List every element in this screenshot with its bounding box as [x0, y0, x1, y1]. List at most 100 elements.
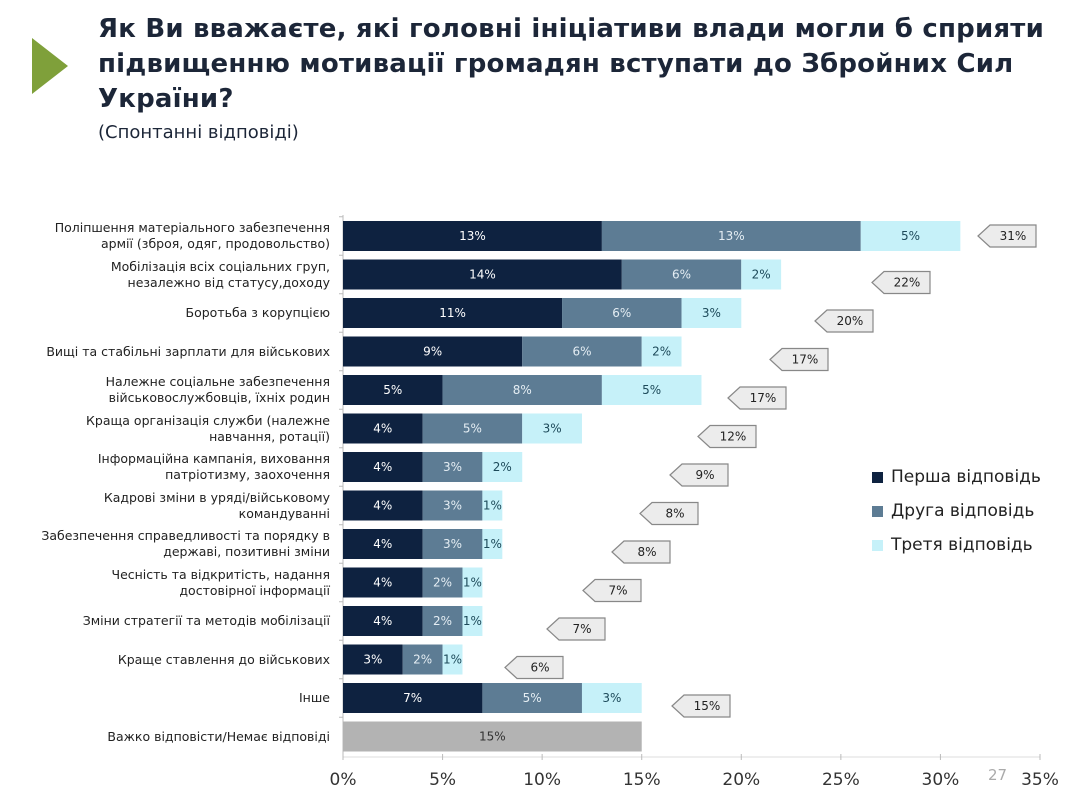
category-label: Забезпечення справедливості та порядку в…	[41, 528, 330, 559]
bar-label: 2%	[493, 460, 512, 474]
x-tick-label: 15%	[623, 770, 661, 790]
total-label: 7%	[572, 622, 591, 636]
bar-segment-3	[581, 683, 642, 713]
bar-label: 1%	[483, 499, 502, 513]
bar-segment-1	[343, 567, 423, 598]
bar-label: 1%	[463, 614, 482, 628]
x-tick-label: 35%	[1021, 770, 1059, 790]
total-label: 7%	[608, 584, 627, 598]
bar-segment-2	[601, 221, 861, 251]
bar-no-answer	[343, 721, 642, 752]
bar-label: 3%	[363, 653, 382, 667]
bar-segment-1	[343, 490, 423, 521]
category-label: Належне соціальне забезпечення військово…	[105, 374, 330, 405]
total-label: 22%	[894, 276, 921, 290]
total-callout	[814, 309, 874, 333]
bar-label: 2%	[413, 653, 432, 667]
bar-segment-1	[343, 298, 563, 328]
bar-segment-2	[422, 413, 523, 444]
bar-segment-3	[641, 336, 682, 367]
bar-segment-1	[343, 221, 602, 251]
bar-label: 4%	[373, 460, 392, 474]
bar-segment-3	[522, 413, 582, 444]
total-label: 17%	[750, 391, 777, 405]
category-label: Кадрові зміни в уряді/військовому команд…	[103, 489, 330, 521]
bar-label: 9%	[423, 345, 442, 359]
total-callout	[671, 694, 731, 718]
bar-segment-3	[482, 490, 503, 521]
bar-label: 8%	[513, 383, 532, 397]
x-tick-label: 5%	[429, 770, 456, 790]
bar-segment-2	[422, 452, 483, 482]
total-label: 6%	[530, 661, 549, 675]
category-label: Краще ставлення до військових	[117, 651, 330, 667]
bar-label: 13%	[459, 229, 486, 243]
bar-segment-2	[522, 336, 642, 367]
bar-segment-2	[562, 298, 682, 328]
total-callout	[769, 347, 829, 372]
total-label: 20%	[837, 314, 864, 328]
bar-segment-3	[681, 298, 742, 328]
bar-segment-1	[343, 644, 403, 675]
total-label: 31%	[1000, 229, 1027, 243]
bar-segment-2	[621, 259, 742, 290]
bar-label: 3%	[702, 306, 721, 320]
total-label: 12%	[720, 430, 747, 444]
chart-title: Як Ви вважаєте, які головні ініціативи в…	[98, 14, 1044, 114]
bar-segment-1	[343, 529, 423, 559]
bar-label: 3%	[443, 499, 462, 513]
total-callout	[977, 224, 1037, 248]
bar-label: 6%	[672, 268, 691, 282]
category-label: Інше	[299, 690, 330, 705]
total-callout	[611, 540, 671, 564]
bar-segment-2	[422, 529, 483, 559]
bar-label: 3%	[602, 691, 621, 705]
legend-swatch	[872, 505, 883, 517]
bar-segment-1	[343, 606, 423, 636]
total-label: 17%	[792, 353, 819, 367]
total-callout	[546, 617, 606, 641]
bar-label: 7%	[403, 691, 422, 705]
total-callout	[727, 386, 787, 410]
bar-segment-2	[422, 490, 483, 521]
bar-label: 13%	[718, 229, 745, 243]
bar-label: 1%	[483, 537, 502, 551]
legend-swatch	[872, 539, 883, 551]
bar-segment-1	[343, 413, 423, 444]
bar-label: 6%	[612, 306, 631, 320]
bar-segment-3	[482, 452, 523, 482]
bar-segment-1	[343, 452, 423, 482]
chart-subtitle: (Спонтанні відповіді)	[98, 122, 299, 143]
bar-label: 3%	[543, 422, 562, 436]
x-tick-label: 10%	[523, 770, 561, 790]
bar-segment-3	[601, 375, 702, 405]
bar-label: 11%	[439, 306, 466, 320]
page-number: 27	[988, 766, 1008, 784]
bar-label: 2%	[652, 345, 671, 359]
bar-label: 4%	[373, 614, 392, 628]
bar-segment-1	[343, 259, 622, 290]
bar-label: 1%	[443, 653, 462, 667]
bar-label: 4%	[373, 499, 392, 513]
bar-label: 5%	[463, 422, 482, 436]
total-callout	[639, 501, 699, 526]
x-tick-label: 20%	[722, 770, 760, 790]
bar-segment-1	[343, 336, 523, 367]
x-tick-label: 30%	[922, 770, 960, 790]
category-label: Поліпшення матеріального забезпечення ар…	[54, 220, 330, 251]
category-label: Краща організація служби (належне навчан…	[86, 412, 330, 444]
bar-segment-2	[422, 606, 463, 636]
total-callout	[697, 424, 757, 449]
legend: Перша відповідь Друга відповідь Третя ві…	[872, 460, 1041, 562]
total-label: 9%	[695, 468, 714, 482]
bar-segment-3	[741, 259, 782, 290]
bar-label: 5%	[383, 383, 402, 397]
bar-segment-1	[343, 375, 443, 405]
category-label: Інформаційна кампанія, виховання патріот…	[97, 451, 330, 482]
bar-segment-1	[343, 683, 483, 713]
bar-segment-2	[482, 683, 582, 713]
bar-label: 14%	[469, 268, 496, 282]
category-label: Зміни стратегії та методів мобілізації	[82, 613, 330, 628]
bar-label: 6%	[572, 345, 591, 359]
